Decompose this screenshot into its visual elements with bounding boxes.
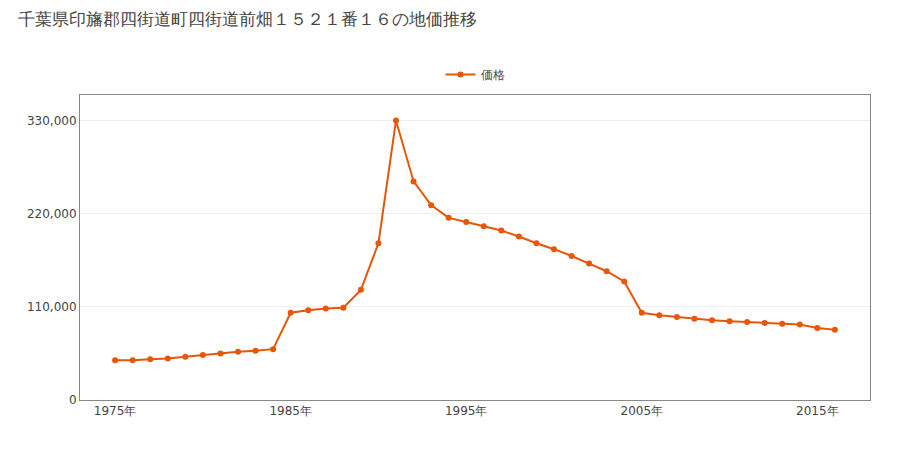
svg-text:110,000: 110,000: [27, 300, 77, 314]
svg-text:330,000: 330,000: [27, 114, 77, 128]
svg-text:1995年: 1995年: [445, 404, 488, 418]
svg-text:1985年: 1985年: [269, 404, 312, 418]
svg-text:0: 0: [69, 393, 77, 407]
svg-text:1975年: 1975年: [94, 404, 137, 418]
svg-text:2015年: 2015年: [796, 404, 839, 418]
svg-text:2005年: 2005年: [621, 404, 664, 418]
svg-text:千葉県印旛郡四街道町四街道前畑１５２１番１６の地価推移: 千葉県印旛郡四街道町四街道前畑１５２１番１６の地価推移: [18, 9, 477, 29]
svg-text:220,000: 220,000: [27, 207, 77, 221]
svg-text:価格: 価格: [481, 68, 505, 82]
